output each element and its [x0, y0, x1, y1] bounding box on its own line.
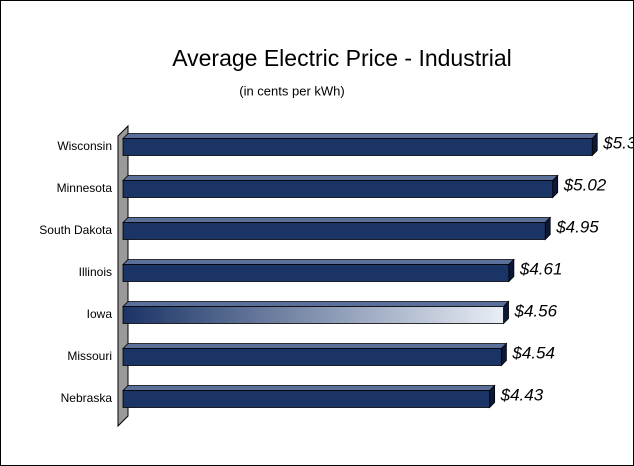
bar-top: [122, 217, 552, 223]
y-tick-label: Missouri: [67, 349, 112, 363]
bar: [122, 180, 554, 198]
value-label: $5.39: [602, 133, 634, 152]
value-label: $4.54: [511, 343, 555, 362]
bar: [122, 390, 491, 408]
bar: [122, 306, 504, 324]
chart-subtitle: (in cents per kWh): [239, 83, 344, 98]
y-tick-label: Minnesota: [57, 181, 113, 195]
bar: [122, 222, 546, 240]
y-tick-label: Nebraska: [61, 391, 113, 405]
value-label: $4.56: [514, 301, 558, 320]
chart-title: Average Electric Price - Industrial: [172, 45, 512, 71]
value-label: $4.61: [519, 259, 563, 278]
y-tick-label: Illinois: [79, 265, 112, 279]
bar-top: [122, 343, 508, 349]
bar-top: [122, 259, 515, 265]
value-label: $5.02: [563, 175, 607, 194]
bar-top: [122, 385, 496, 391]
y-tick-label: Wisconsin: [57, 139, 112, 153]
bar-top: [122, 133, 599, 139]
y-tick-label: South Dakota: [39, 223, 112, 237]
bar-top: [122, 301, 510, 307]
value-label: $4.43: [500, 385, 544, 404]
y-tick-label: Iowa: [87, 307, 113, 321]
bar-top: [122, 175, 559, 181]
bar: [122, 138, 593, 156]
bar: [122, 264, 510, 282]
bar: [122, 348, 502, 366]
value-label: $4.95: [555, 217, 599, 236]
